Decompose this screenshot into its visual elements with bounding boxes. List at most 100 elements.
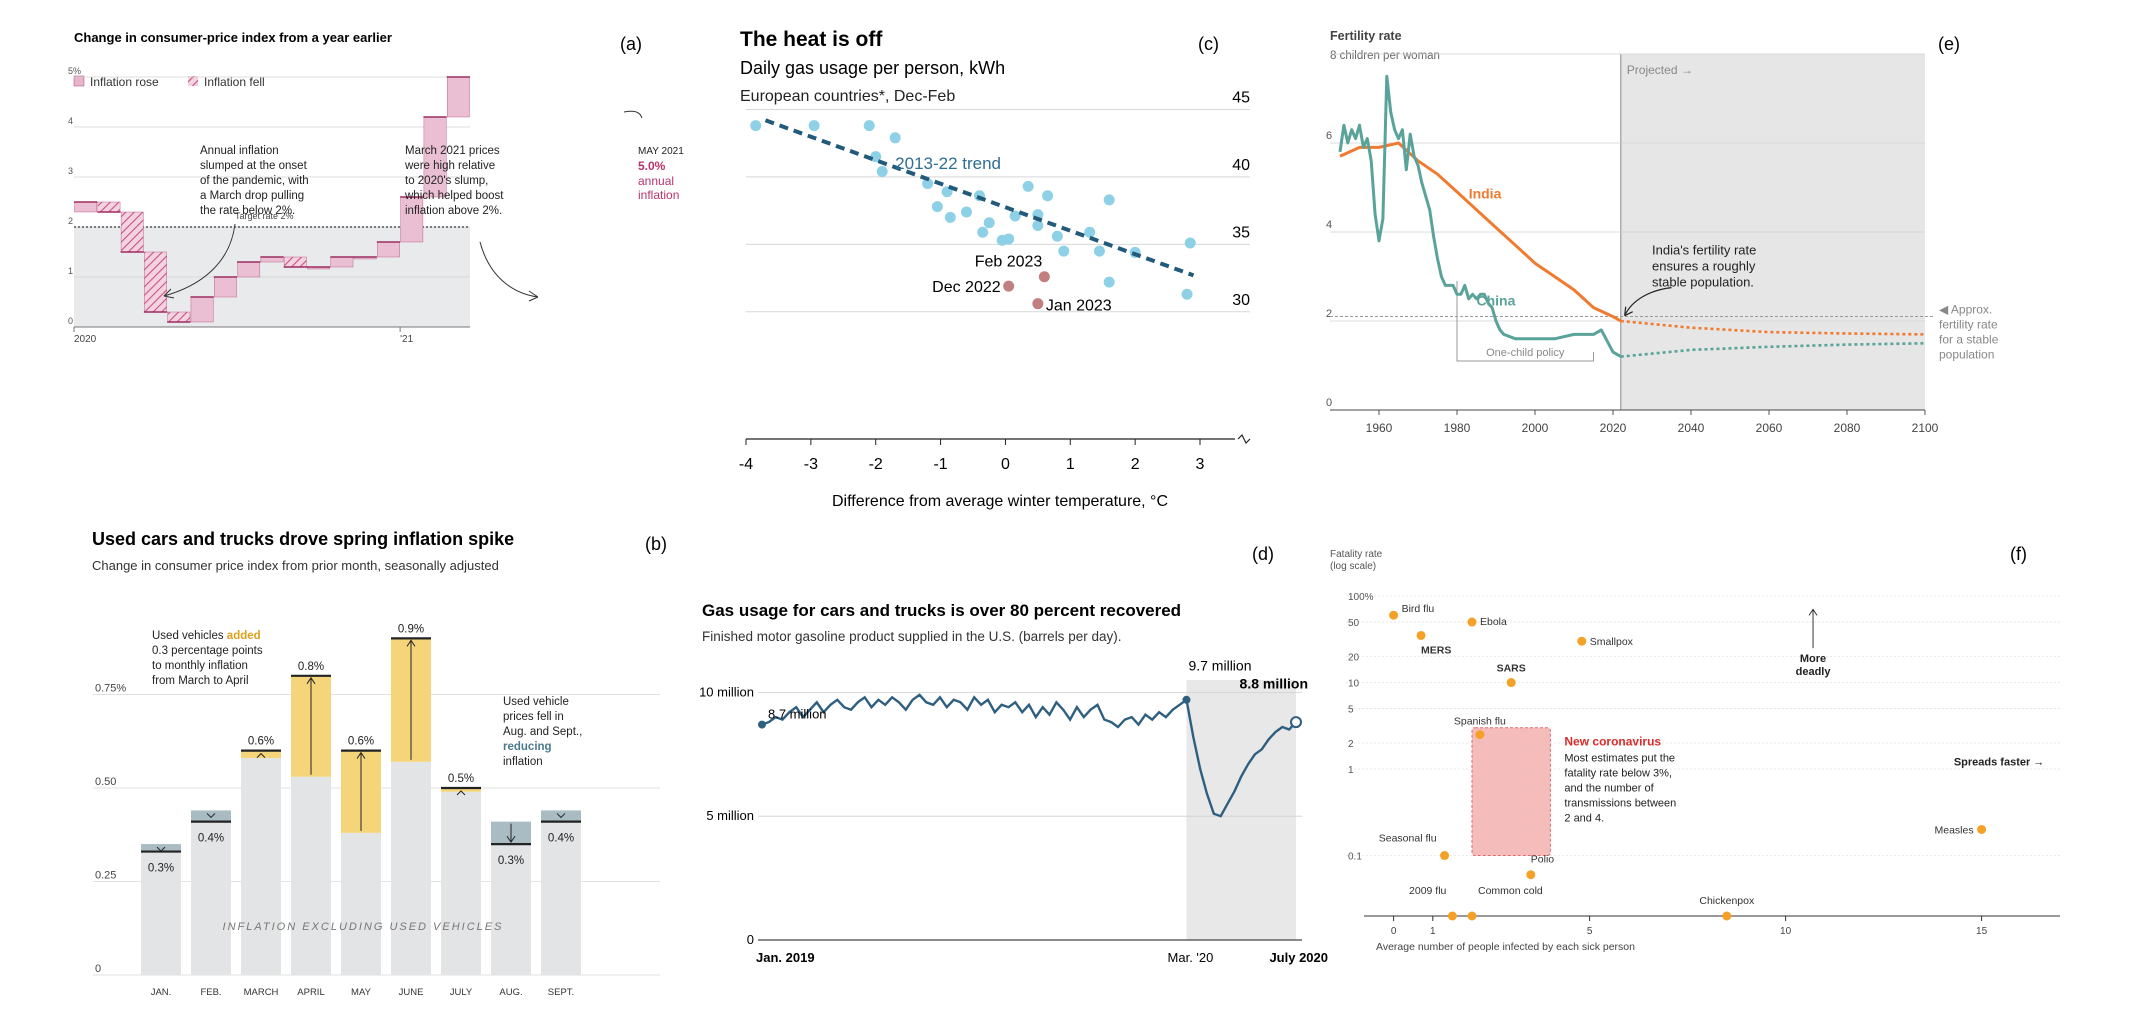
e-stable-note-0: ◀ Approx. (1939, 303, 1992, 317)
chart-b-letter: (b) (645, 534, 667, 554)
a-step-bar (167, 311, 191, 323)
b-category-label: SEPT. (548, 987, 574, 998)
c-ytick-label: 30 (1232, 292, 1250, 309)
f-ytick-label: 10 (1348, 679, 1360, 690)
e-india-label: India (1469, 186, 1502, 202)
b-small-arrow (456, 790, 466, 796)
f-more-deadly-arrowhead (1808, 608, 1818, 616)
f-coronavirus-box (1471, 727, 1551, 857)
b-category-label: JUNE (399, 987, 424, 998)
b-base-bar (291, 776, 331, 975)
b-small-arrow (206, 813, 216, 819)
b-base-bar (391, 761, 431, 975)
b-value-label: 0.3% (148, 863, 174, 875)
f-ytick-label: 20 (1348, 652, 1360, 663)
a-step-bar (214, 276, 237, 298)
c-point (1022, 180, 1034, 192)
b-small-arrow (256, 752, 266, 758)
chart-a-letter: (a) (620, 34, 642, 54)
e-xtick-label: 2020 (1600, 421, 1627, 435)
e-xtick-label: 2080 (1834, 421, 1861, 435)
a-note-right-month: MAY 2021 (638, 146, 684, 157)
b-category-label: MARCH (244, 987, 279, 998)
e-projection-line (1620, 319, 1926, 336)
b-base-bar (341, 832, 381, 975)
e-projected-label: Projected → (1627, 63, 1693, 77)
b-note-reduced-2: Aug. and Sept., (503, 726, 582, 738)
chart-f: Fatality rate (log scale) (f) Average nu… (1320, 530, 2080, 970)
f-point-label: Polio (1531, 854, 1555, 866)
c-point (931, 201, 943, 213)
c-highlight-label: Dec 2022 (932, 279, 1001, 296)
f-point-label: SARS (1497, 663, 1526, 675)
f-point-label: Seasonal flu (1379, 833, 1437, 845)
b-added-bar (241, 750, 281, 759)
chart-b-plot: 0 0.25 0.50 0.75% 0.3% JAN. 0.4% FEB. 0.6% MARCH 0… (93, 623, 660, 998)
chart-c-svg: The heat is off Daily gas usage per pers… (739, 28, 1251, 510)
chart-e-svg: Fertility rate 8 children per woman (e) … (1326, 29, 1999, 435)
c-highlight-point (1003, 280, 1015, 292)
chart-a: Change in consumer-price index from a ye… (60, 14, 700, 484)
b-base-bar (491, 821, 531, 975)
a-step-bar (447, 76, 470, 118)
c-point (977, 226, 989, 238)
d-ytick-label: 10 million (699, 684, 754, 699)
a-note-left-0: Annual inflation (200, 145, 279, 157)
a-note-left-2: of the pandemic, with (200, 175, 309, 187)
b-note-added-0: 0.3 percentage points (152, 645, 263, 657)
b-added-bar (441, 788, 481, 792)
b-note-reduced-1: prices fell in (503, 711, 564, 723)
f-ytick-label: 100% (1348, 592, 1374, 603)
c-point (1051, 230, 1063, 242)
d-ytick-label: 0 (747, 932, 754, 947)
b-value-label: 0.3% (498, 855, 524, 867)
a-step-bar (190, 296, 214, 323)
f-point-label: Bird flu (1402, 603, 1435, 615)
a-step-bar (120, 211, 144, 253)
b-note-reduced-post: inflation (503, 756, 543, 768)
b-value-label: 0.4% (548, 833, 574, 845)
f-point (1722, 911, 1732, 921)
chart-f-xlabel: Average number of people infected by eac… (1376, 941, 1635, 953)
a-step-bar (400, 196, 424, 243)
c-point (863, 120, 875, 132)
a-ytick-label: 1 (68, 266, 73, 276)
chart-a-plot: 0 1 2 3 4 5% Target rate 2% 2020 '21 Annual infla… (68, 66, 684, 345)
a-note-left-4: the rate below 2%. (200, 205, 295, 217)
c-point (1009, 210, 1021, 222)
a-note-left-arrow (163, 223, 236, 297)
a-ytick-label: 3 (68, 166, 73, 176)
f-point (1447, 911, 1457, 921)
b-value-label: 0.6% (248, 736, 274, 748)
chart-a-title: Change in consumer-price index from a ye… (74, 30, 392, 45)
a-step-bar (144, 251, 167, 313)
f-box-text-0: Most estimates put the (1564, 753, 1675, 765)
a-xtick-label: '21 (400, 334, 413, 345)
e-ytick-label: 6 (1326, 130, 1332, 142)
b-small-arrow (556, 813, 566, 819)
chart-a-svg: Change in consumer-price index from a ye… (68, 30, 684, 345)
f-ytick-label: 2 (1348, 739, 1354, 750)
c-point (996, 234, 1008, 246)
chart-c-subtitle2: European countries*, Dec-Feb (740, 88, 955, 105)
a-xtick-label: 2020 (74, 334, 97, 345)
d-xtick-label: July 2020 (1269, 950, 1328, 965)
f-point (1389, 610, 1399, 620)
b-value-label: 0.8% (298, 661, 324, 673)
b-note-added-2: from March to April (152, 675, 249, 687)
f-point-label: Smallpox (1590, 636, 1634, 648)
chart-c-xlabel: Difference from average winter temperatu… (832, 493, 1168, 510)
b-category-label: JAN. (151, 987, 172, 998)
c-highlight-label: Jan 2023 (1046, 298, 1112, 315)
b-note-reduced-0: Used vehicle (503, 696, 569, 708)
a-note-left-arrowhead (163, 288, 175, 299)
a-note-middle-2: to 2020's slump, (405, 175, 488, 187)
a-note-middle-4: inflation above 2%. (405, 205, 502, 217)
f-ytick-label: 1 (1348, 765, 1354, 776)
b-category-label: FEB. (200, 987, 221, 998)
b-note-added-key: added (227, 630, 261, 642)
f-point (1577, 636, 1587, 646)
c-point (750, 120, 762, 132)
c-point (1042, 190, 1054, 202)
b-value-label: 0.5% (448, 773, 474, 785)
